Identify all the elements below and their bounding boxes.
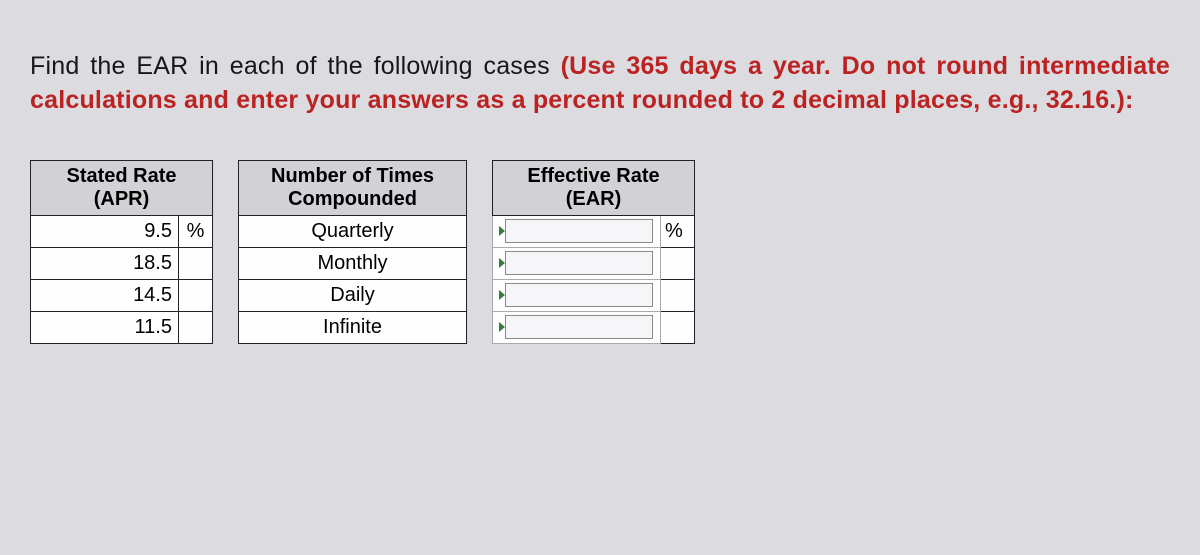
ear-cell (493, 215, 661, 247)
apr-unit (179, 279, 213, 311)
header-apr-line2: (APR) (94, 188, 150, 210)
apr-value: 9.5 (31, 215, 179, 247)
apr-value: 11.5 (31, 311, 179, 343)
ear-input[interactable] (505, 219, 653, 243)
ear-input[interactable] (505, 251, 653, 275)
ear-unit (661, 279, 695, 311)
header-ear-line1: Effective Rate (527, 165, 659, 187)
table-row: 11.5 Infinite (31, 311, 695, 343)
ear-input[interactable] (505, 283, 653, 307)
ear-table: Stated Rate (APR) Number of Times Compou… (30, 160, 695, 344)
table-row: 18.5 Monthly (31, 247, 695, 279)
header-times-line2: Compounded (288, 188, 417, 210)
question-prompt: Find the EAR in each of the following ca… (30, 50, 1170, 118)
apr-value: 18.5 (31, 247, 179, 279)
apr-unit: % (179, 215, 213, 247)
ear-cell (493, 311, 661, 343)
header-ear-line2: (EAR) (566, 188, 622, 210)
apr-value: 14.5 (31, 279, 179, 311)
compounding: Monthly (239, 247, 467, 279)
ear-cell (493, 279, 661, 311)
apr-unit (179, 311, 213, 343)
header-ear: Effective Rate (EAR) (493, 160, 695, 215)
ear-unit: % (661, 215, 695, 247)
table-row: 9.5 % Quarterly % (31, 215, 695, 247)
compounding: Quarterly (239, 215, 467, 247)
ear-unit (661, 311, 695, 343)
row-gap (467, 279, 493, 311)
row-gap (213, 311, 239, 343)
header-times-line1: Number of Times (271, 165, 434, 187)
row-gap (467, 247, 493, 279)
header-gap-1 (213, 160, 239, 215)
row-gap (213, 215, 239, 247)
header-apr-line1: Stated Rate (66, 165, 176, 187)
ear-cell (493, 247, 661, 279)
apr-unit (179, 247, 213, 279)
header-apr: Stated Rate (APR) (31, 160, 213, 215)
header-times: Number of Times Compounded (239, 160, 467, 215)
compounding: Infinite (239, 311, 467, 343)
compounding: Daily (239, 279, 467, 311)
ear-unit (661, 247, 695, 279)
row-gap (213, 279, 239, 311)
row-gap (467, 215, 493, 247)
ear-input[interactable] (505, 315, 653, 339)
row-gap (467, 311, 493, 343)
header-gap-2 (467, 160, 493, 215)
row-gap (213, 247, 239, 279)
prompt-intro: Find the EAR in each of the following ca… (30, 52, 561, 80)
table-row: 14.5 Daily (31, 279, 695, 311)
